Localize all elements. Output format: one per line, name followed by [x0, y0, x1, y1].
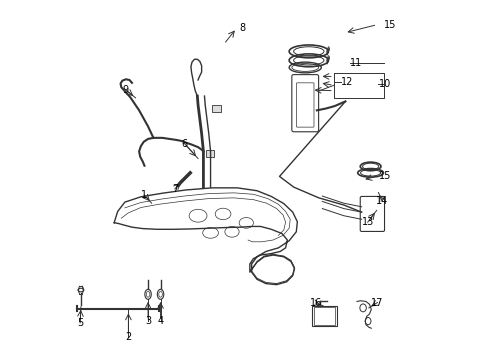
Bar [206, 150, 214, 157]
Text: 14: 14 [375, 196, 387, 206]
Text: 6: 6 [181, 139, 187, 149]
Text: 10: 10 [378, 79, 390, 89]
Bar [313, 307, 335, 325]
Text: 1: 1 [141, 190, 147, 200]
Text: 7: 7 [171, 184, 178, 194]
Text: 8: 8 [239, 23, 245, 33]
Text: 3: 3 [144, 316, 151, 326]
Text: 5: 5 [77, 318, 83, 328]
Text: 4: 4 [157, 316, 163, 326]
Text: 17: 17 [370, 297, 383, 307]
Text: 12: 12 [340, 77, 353, 87]
Text: 9: 9 [122, 85, 129, 95]
Bar [212, 105, 221, 112]
Text: 13: 13 [361, 217, 373, 227]
Bar [312, 306, 336, 327]
Text: 2: 2 [125, 332, 131, 342]
Text: 11: 11 [349, 58, 362, 68]
Text: 15: 15 [383, 19, 395, 30]
Text: 15: 15 [378, 171, 390, 181]
Text: 16: 16 [309, 298, 322, 308]
